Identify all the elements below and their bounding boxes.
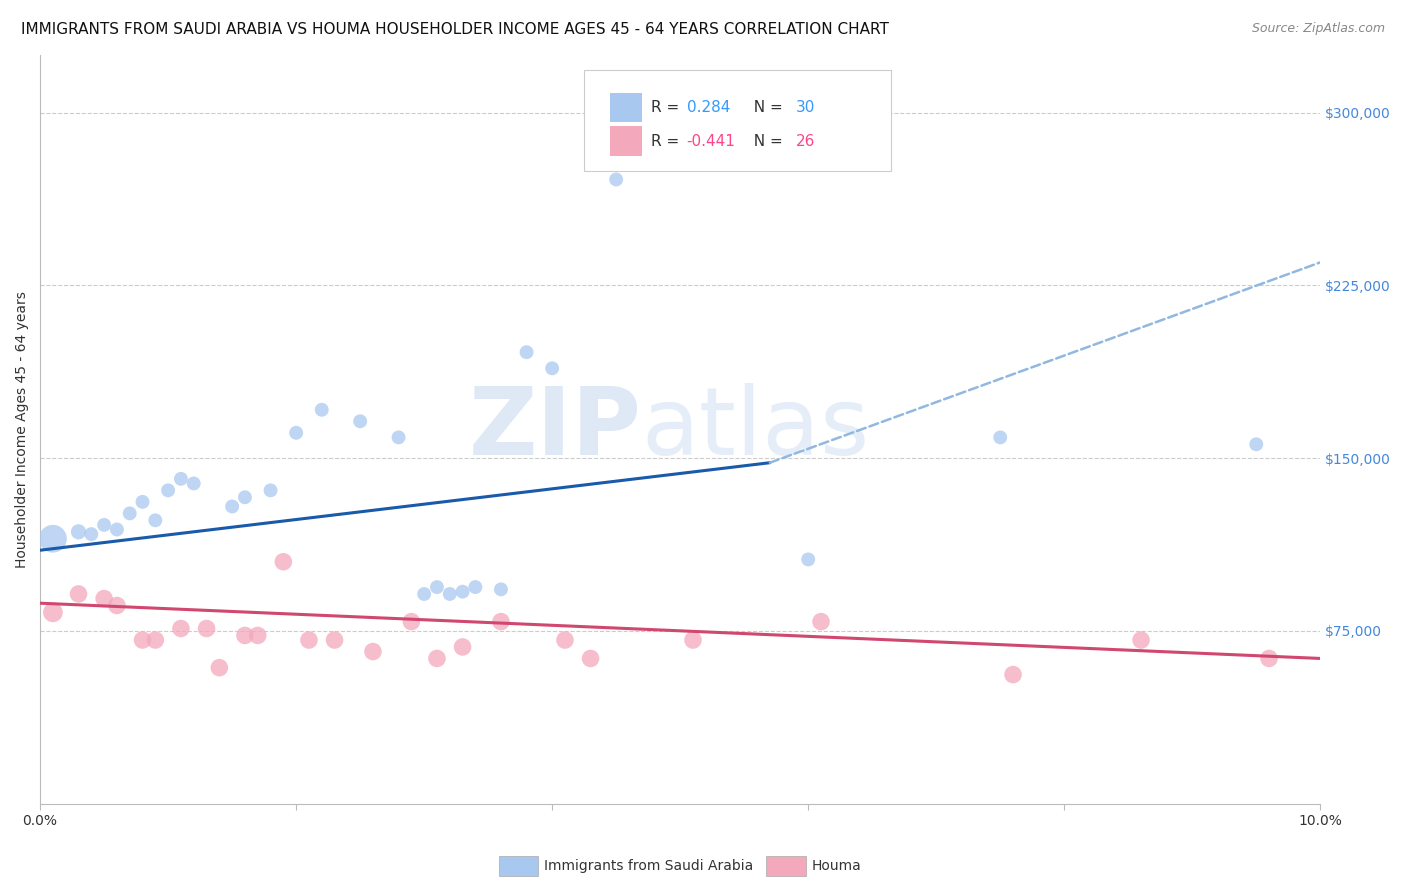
Point — [105, 523, 128, 537]
Point — [93, 517, 115, 532]
Point — [170, 622, 193, 636]
Point — [298, 633, 321, 648]
Point — [259, 483, 281, 498]
Text: R =: R = — [651, 100, 683, 115]
Text: Source: ZipAtlas.com: Source: ZipAtlas.com — [1251, 22, 1385, 36]
Point — [605, 172, 627, 186]
Point — [42, 606, 65, 620]
Point — [183, 476, 205, 491]
Point — [426, 580, 449, 594]
FancyBboxPatch shape — [610, 93, 641, 122]
Point — [413, 587, 436, 601]
Point — [516, 345, 538, 359]
Point — [93, 591, 115, 606]
Point — [401, 615, 423, 629]
Point — [451, 640, 474, 654]
Point — [554, 633, 576, 648]
Point — [464, 580, 486, 594]
Point — [208, 661, 231, 675]
Point — [143, 513, 166, 527]
Point — [233, 490, 256, 504]
Point — [131, 633, 153, 648]
Point — [489, 615, 512, 629]
Text: 26: 26 — [796, 134, 814, 149]
Point — [105, 599, 128, 613]
Point — [579, 651, 602, 665]
Point — [1130, 633, 1153, 648]
Text: Houma: Houma — [811, 859, 860, 873]
Text: atlas: atlas — [641, 384, 870, 475]
Text: 30: 30 — [796, 100, 814, 115]
Point — [797, 552, 820, 566]
Point — [810, 615, 832, 629]
Text: ZIP: ZIP — [470, 384, 641, 475]
Point — [273, 555, 295, 569]
Point — [439, 587, 461, 601]
Point — [426, 651, 449, 665]
Point — [387, 430, 409, 444]
Point — [143, 633, 166, 648]
Point — [988, 430, 1011, 444]
Point — [489, 582, 512, 597]
Text: -0.441: -0.441 — [686, 134, 735, 149]
Point — [118, 507, 141, 521]
Point — [361, 644, 384, 658]
Text: N =: N = — [744, 100, 787, 115]
Text: IMMIGRANTS FROM SAUDI ARABIA VS HOUMA HOUSEHOLDER INCOME AGES 45 - 64 YEARS CORR: IMMIGRANTS FROM SAUDI ARABIA VS HOUMA HO… — [21, 22, 889, 37]
Point — [67, 524, 90, 539]
Text: N =: N = — [744, 134, 787, 149]
Point — [349, 414, 371, 428]
Point — [1244, 437, 1267, 451]
Text: R =: R = — [651, 134, 683, 149]
Point — [80, 527, 103, 541]
Point — [233, 628, 256, 642]
Point — [131, 495, 153, 509]
Point — [221, 500, 243, 514]
Point — [1002, 667, 1025, 681]
Point — [157, 483, 180, 498]
Point — [195, 622, 218, 636]
Point — [682, 633, 704, 648]
Point — [170, 472, 193, 486]
Text: Immigrants from Saudi Arabia: Immigrants from Saudi Arabia — [544, 859, 754, 873]
Point — [1258, 651, 1281, 665]
Point — [246, 628, 269, 642]
Y-axis label: Householder Income Ages 45 - 64 years: Householder Income Ages 45 - 64 years — [15, 291, 30, 568]
Point — [451, 584, 474, 599]
FancyBboxPatch shape — [610, 127, 641, 156]
Text: 0.284: 0.284 — [686, 100, 730, 115]
Point — [67, 587, 90, 601]
FancyBboxPatch shape — [583, 70, 891, 171]
Point — [285, 425, 308, 440]
Point — [42, 532, 65, 546]
Point — [541, 361, 564, 376]
Point — [323, 633, 346, 648]
Point — [311, 402, 333, 417]
